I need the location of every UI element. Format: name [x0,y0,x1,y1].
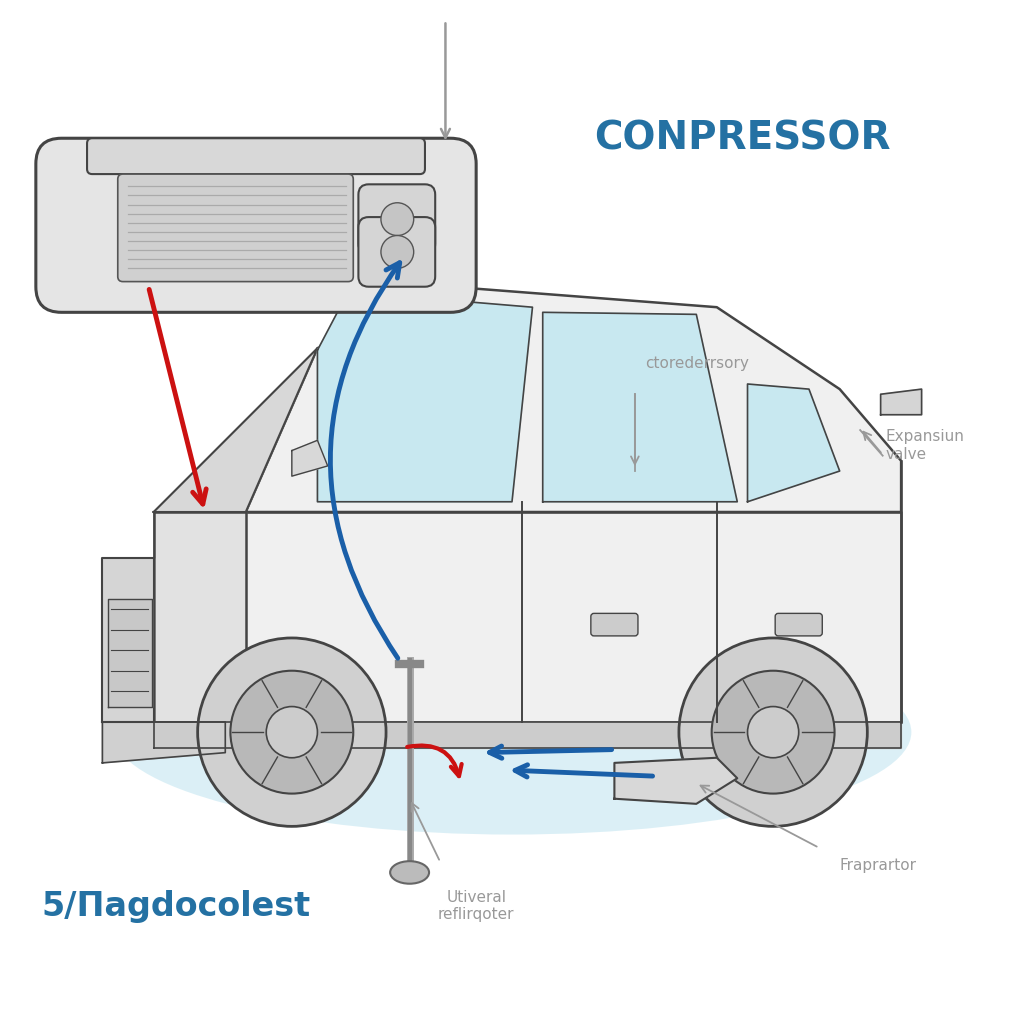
Polygon shape [614,758,737,804]
Polygon shape [154,348,317,512]
Circle shape [712,671,835,794]
Text: 5/Пagdоcolest: 5/Пagdоcolest [41,890,310,923]
FancyBboxPatch shape [118,174,353,282]
Polygon shape [881,389,922,415]
Polygon shape [246,287,901,512]
FancyBboxPatch shape [358,217,435,287]
Polygon shape [292,440,328,476]
Circle shape [266,707,317,758]
FancyBboxPatch shape [591,613,638,636]
Circle shape [748,707,799,758]
Polygon shape [748,384,840,502]
Ellipse shape [390,861,429,884]
Ellipse shape [113,630,911,835]
FancyBboxPatch shape [87,138,425,174]
Polygon shape [154,512,246,722]
Text: CONPRESSOR: CONPRESSOR [594,119,891,158]
Circle shape [679,638,867,826]
FancyBboxPatch shape [36,138,476,312]
Text: Fraprartor: Fraprartor [840,858,916,872]
Circle shape [381,203,414,236]
Text: Expansiun
valve: Expansiun valve [886,429,965,462]
FancyBboxPatch shape [358,184,435,254]
Circle shape [230,671,353,794]
Polygon shape [102,558,154,722]
Polygon shape [543,312,737,502]
Text: ctorederrsory: ctorederrsory [645,356,749,371]
Polygon shape [154,512,901,722]
Polygon shape [102,722,225,763]
Text: Utiveral
reflirqoter: Utiveral reflirqoter [438,890,514,923]
Polygon shape [154,722,901,748]
Polygon shape [108,599,152,707]
FancyBboxPatch shape [775,613,822,636]
Circle shape [381,236,414,268]
Circle shape [198,638,386,826]
Polygon shape [317,292,532,502]
